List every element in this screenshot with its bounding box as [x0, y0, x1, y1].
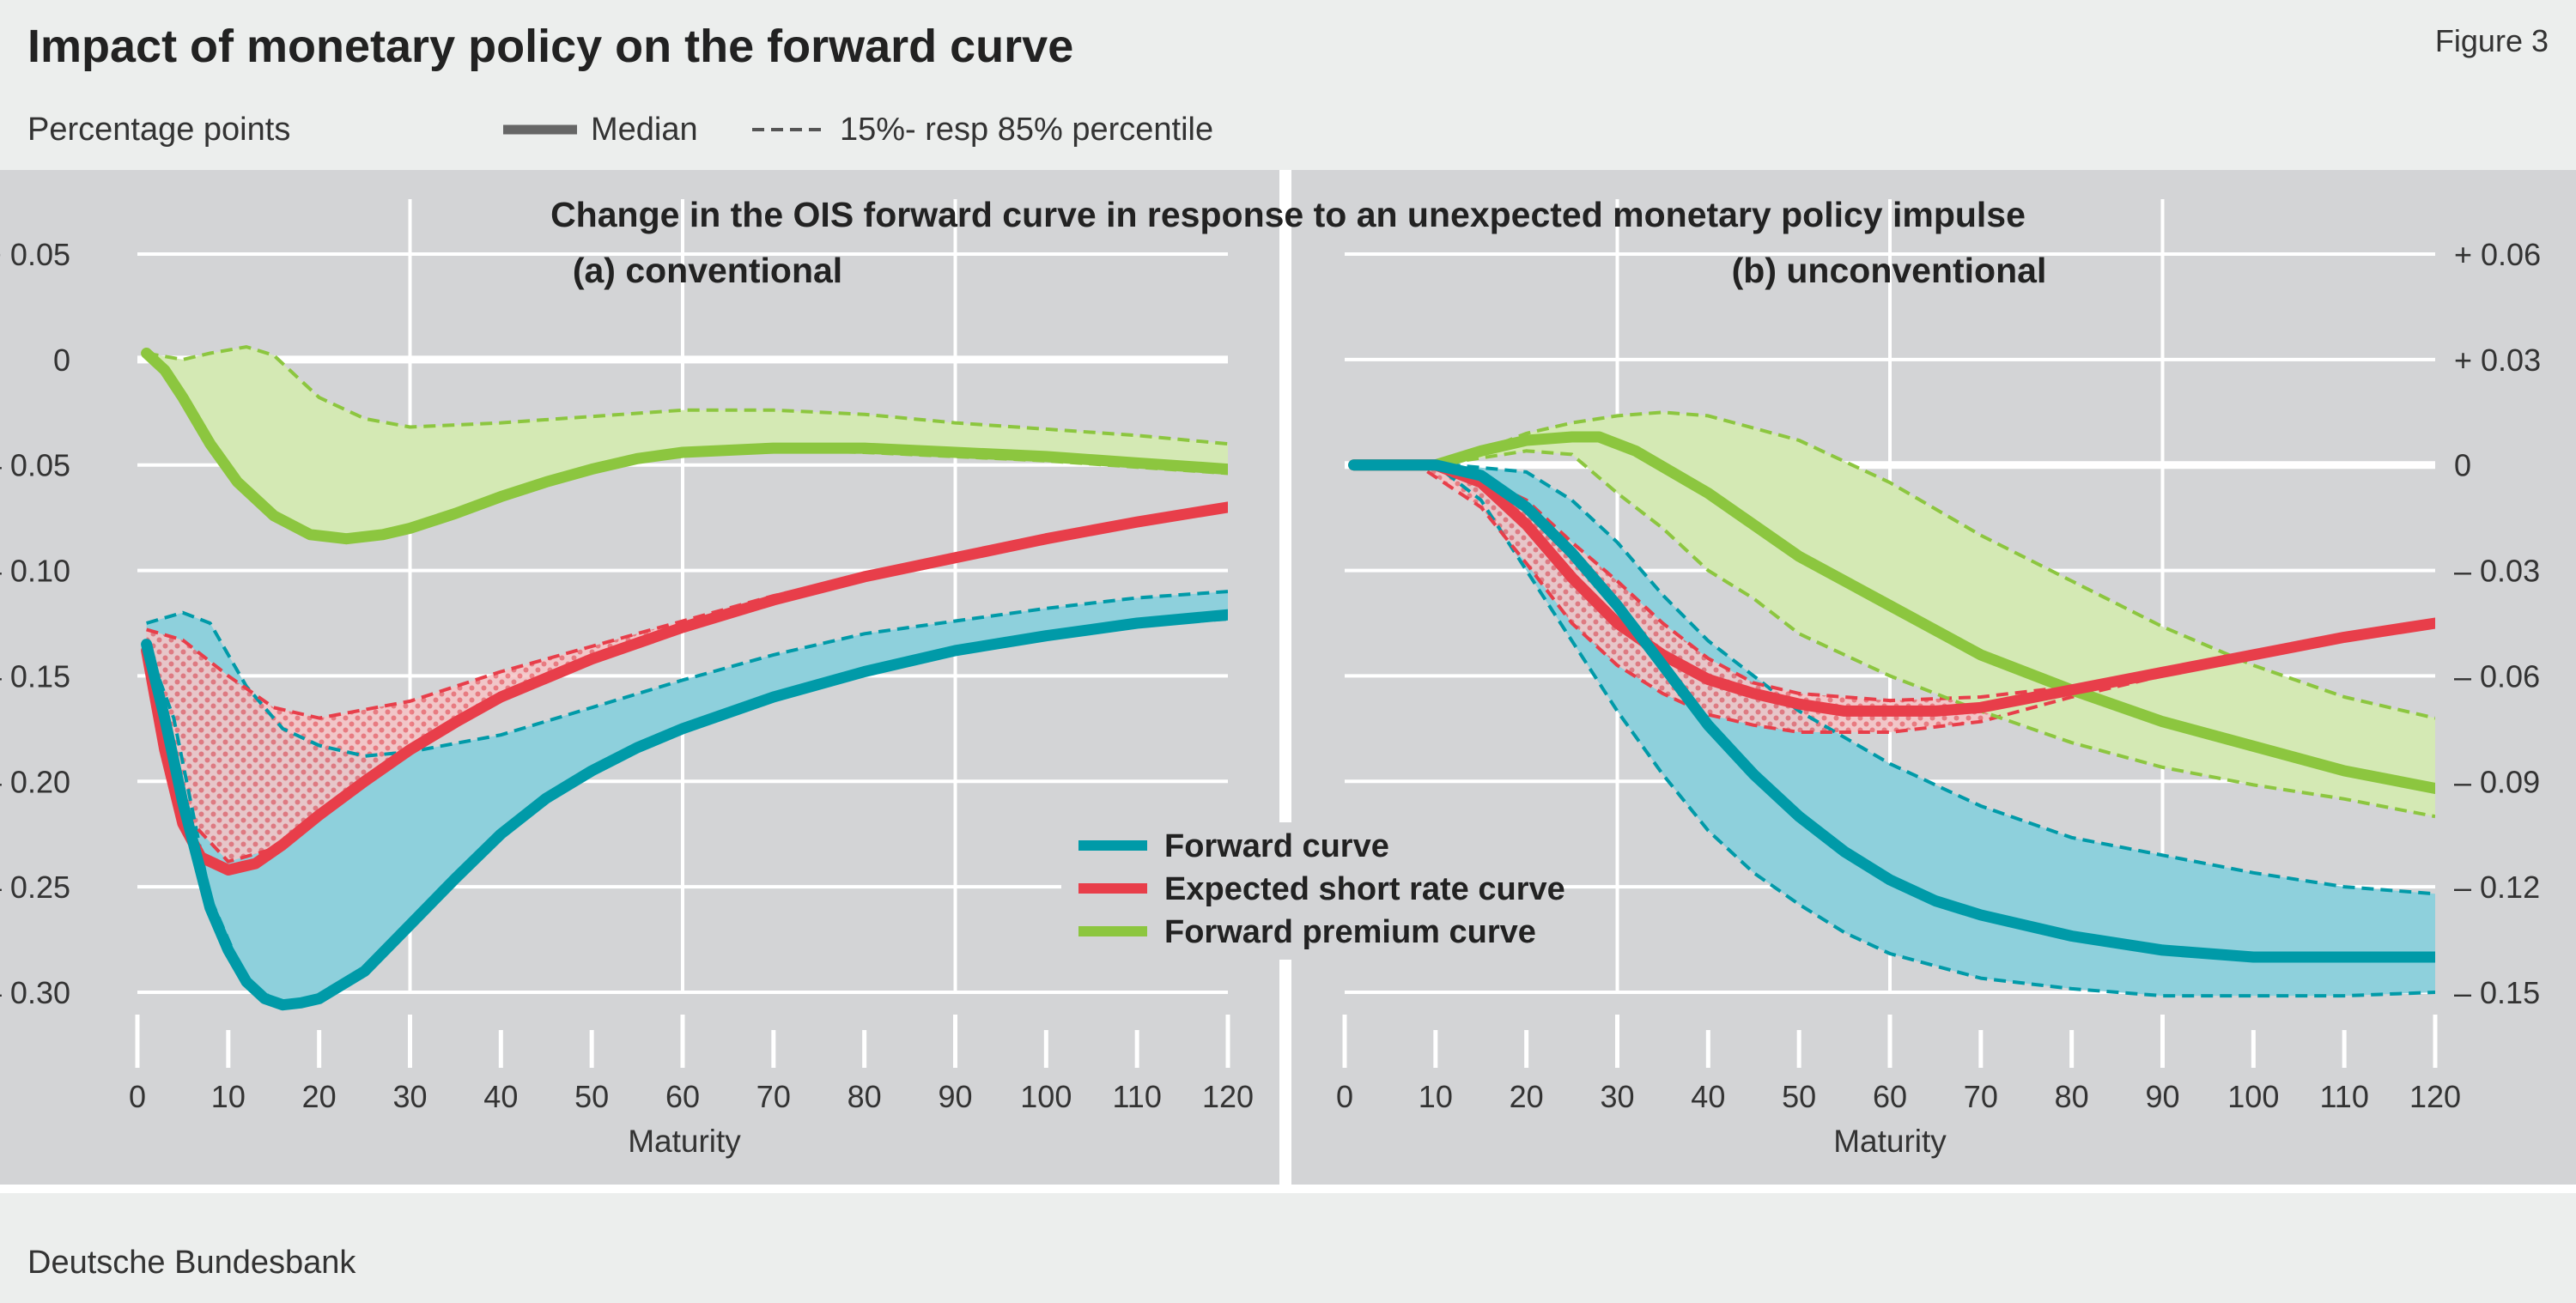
unit-label: Percentage points	[27, 112, 290, 148]
y-tick-label: – 0.09	[2454, 764, 2540, 799]
premium-curve-p85-line	[1353, 449, 2435, 819]
panel-divider	[1279, 170, 1291, 1185]
y-tick-label: – 0.12	[2454, 870, 2540, 905]
forward-curve-p15-line	[146, 590, 1228, 758]
x-tick-label: 10	[1419, 1079, 1453, 1114]
x-tick-label: 100	[2227, 1079, 2279, 1114]
x-tick-label: 110	[2319, 1079, 2368, 1114]
forward-curve-p85-line	[1353, 463, 2435, 998]
y-tick-label: – 0.15	[2454, 975, 2540, 1010]
x-tick-label: 50	[1782, 1079, 1816, 1114]
short-rate-curve-median-line	[141, 501, 1228, 876]
x-tick-label: 30	[392, 1079, 427, 1114]
premium-curve-median-line	[1348, 431, 2435, 794]
source-label: Deutsche Bundesbank	[27, 1245, 356, 1281]
x-tick-label: 90	[2145, 1079, 2179, 1114]
x-tick-label: 110	[1112, 1079, 1161, 1114]
premium-curve-band	[146, 347, 1228, 539]
plot-area	[141, 345, 1228, 1011]
panel-b-title: (b) unconventional	[1732, 251, 2047, 290]
x-axis-title-b: Maturity	[1833, 1124, 1947, 1159]
x-tick-label: 50	[574, 1079, 609, 1114]
x-tick-label: 90	[938, 1079, 972, 1114]
footer-rule	[0, 1185, 2576, 1193]
x-axis-title-a: Maturity	[628, 1124, 741, 1159]
plot-area	[1348, 410, 2435, 998]
y-tick-label: – 0.03	[2454, 554, 2540, 589]
x-tick-label: 40	[483, 1079, 518, 1114]
y-tick-label: – 0.05	[0, 448, 70, 483]
forward-curve-p15-line	[1353, 463, 2435, 896]
x-tick-label: 120	[1202, 1079, 1254, 1114]
forward-curve-median-line	[141, 609, 1228, 1011]
x-tick-label: 0	[129, 1079, 146, 1114]
x-tick-label: 60	[1873, 1079, 1907, 1114]
x-tick-label: 100	[1020, 1079, 1072, 1114]
panel-conventional: + 0.05 0 – 0.05 – 0.10 – 0.15 – 0.20 – 0.25 – 0…	[0, 199, 1254, 1114]
y-tick-label: 0	[53, 342, 70, 378]
x-tick-label: 20	[302, 1079, 337, 1114]
short-rate-curve-median-line	[1348, 459, 2435, 717]
legend-forward-label: Forward curve	[1164, 828, 1389, 864]
x-tick-label: 20	[1510, 1079, 1544, 1114]
x-tick-label: 60	[665, 1079, 700, 1114]
y-tick-label: + 0.06	[2454, 237, 2541, 272]
legend-short-rate-label: Expected short rate curve	[1164, 871, 1565, 907]
forward-curve-band	[146, 591, 1228, 1005]
x-tick-label: 120	[2409, 1079, 2461, 1114]
y-tick-label: – 0.30	[0, 975, 70, 1010]
y-tick-label: + 0.03	[2454, 342, 2541, 378]
x-tick-label: 10	[211, 1079, 246, 1114]
x-tick-label: 40	[1691, 1079, 1725, 1114]
x-tick-label: 30	[1600, 1079, 1634, 1114]
series-legend: Forward curve Expected short rate curve …	[1061, 822, 1565, 960]
premium-curve-p15-line	[146, 345, 1228, 446]
legend-percentile-label: 15%- resp 85% percentile	[840, 112, 1213, 148]
y-tick-label: – 0.25	[0, 870, 70, 905]
figure-label: Figure 3	[2435, 23, 2549, 58]
y-tick-label: + 0.05	[0, 237, 70, 272]
y-tick-label: – 0.10	[0, 554, 70, 589]
chart-subtitle: Change in the OIS forward curve in respo…	[550, 195, 2026, 234]
y-tick-label: – 0.06	[2454, 658, 2540, 694]
x-tick-label: 80	[2055, 1079, 2089, 1114]
short-rate-curve-p85-line	[144, 507, 1228, 864]
x-tick-label: 0	[1336, 1079, 1353, 1114]
x-tick-label: 80	[848, 1079, 882, 1114]
legend-premium-label: Forward premium curve	[1164, 914, 1536, 950]
x-tick-label: 70	[1964, 1079, 1998, 1114]
premium-curve-median-line	[141, 348, 1228, 545]
panel-a-title: (a) conventional	[573, 251, 842, 290]
legend-median-label: Median	[591, 112, 698, 148]
x-tick-label: 70	[756, 1079, 791, 1114]
y-tick-label: – 0.15	[0, 658, 70, 694]
short-rate-curve-band	[146, 506, 1228, 862]
y-tick-label: – 0.20	[0, 764, 70, 799]
y-tick-label: 0	[2454, 448, 2471, 483]
chart-title: Impact of monetary policy on the forward…	[27, 21, 1073, 72]
short-rate-curve-band	[1353, 464, 2435, 732]
forward-curve-median-line	[1348, 459, 2435, 963]
